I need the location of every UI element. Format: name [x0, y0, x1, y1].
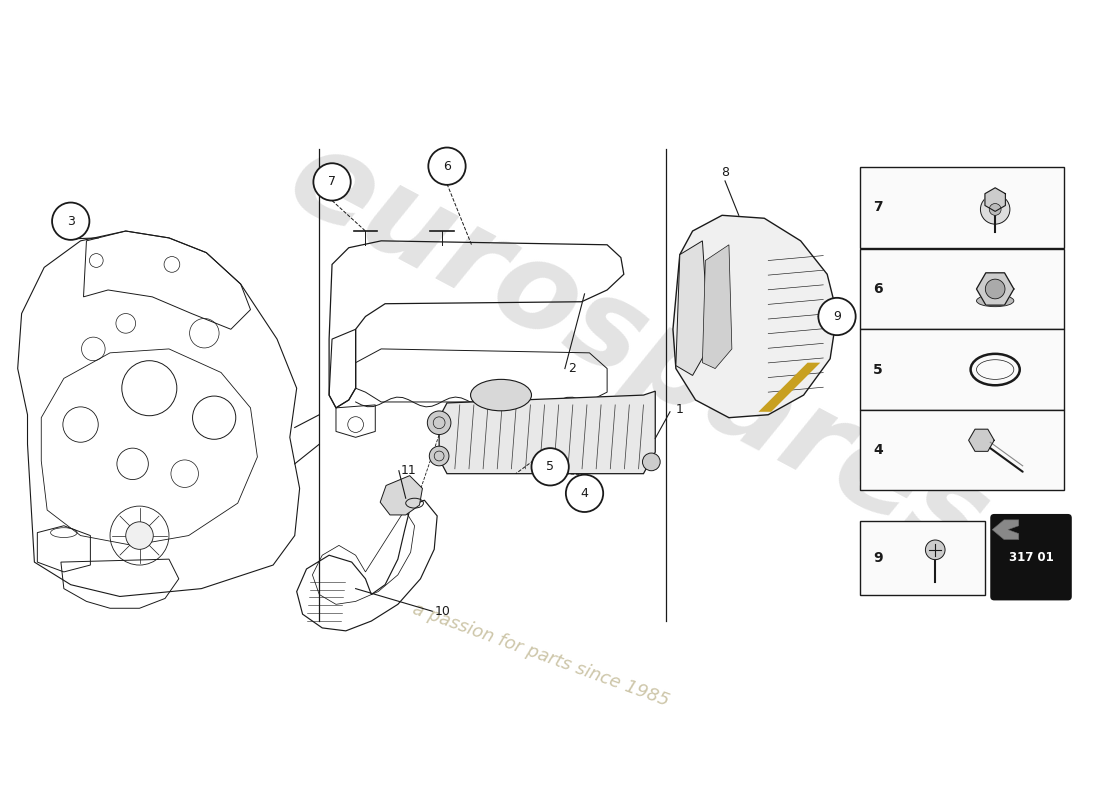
- Bar: [859, 167, 1064, 248]
- Polygon shape: [758, 362, 821, 412]
- Polygon shape: [675, 241, 710, 375]
- Polygon shape: [439, 391, 656, 474]
- Bar: [859, 330, 1064, 410]
- Circle shape: [818, 298, 856, 335]
- Circle shape: [427, 411, 451, 434]
- Circle shape: [642, 453, 660, 470]
- Circle shape: [986, 279, 1005, 299]
- Text: a passion for parts since 1985: a passion for parts since 1985: [409, 601, 671, 710]
- Circle shape: [52, 202, 89, 240]
- FancyBboxPatch shape: [990, 514, 1071, 601]
- Text: 9: 9: [833, 310, 840, 323]
- Circle shape: [531, 448, 569, 486]
- Polygon shape: [969, 430, 994, 451]
- Text: 7: 7: [873, 201, 883, 214]
- Text: 1: 1: [675, 403, 684, 416]
- Ellipse shape: [977, 295, 1014, 306]
- Circle shape: [429, 446, 449, 466]
- Text: 6: 6: [873, 282, 883, 296]
- Text: 4: 4: [581, 487, 589, 500]
- Polygon shape: [673, 215, 837, 418]
- Text: 317 01: 317 01: [1009, 550, 1054, 564]
- Bar: [859, 410, 1064, 490]
- Bar: [859, 249, 1064, 330]
- Bar: [859, 521, 986, 594]
- Circle shape: [925, 540, 945, 560]
- Text: 2: 2: [568, 362, 575, 375]
- Circle shape: [989, 203, 1001, 215]
- Circle shape: [565, 474, 603, 512]
- Circle shape: [314, 163, 351, 201]
- Text: 5: 5: [873, 362, 883, 377]
- Polygon shape: [381, 476, 422, 515]
- Text: 10: 10: [434, 605, 450, 618]
- Text: eurospares: eurospares: [270, 118, 1008, 584]
- Text: 7: 7: [328, 175, 337, 189]
- Polygon shape: [984, 188, 1005, 211]
- Circle shape: [125, 522, 153, 550]
- Circle shape: [980, 194, 1010, 224]
- Text: 3: 3: [67, 214, 75, 228]
- Ellipse shape: [471, 379, 531, 411]
- Text: 6: 6: [443, 160, 451, 173]
- Text: 5: 5: [546, 460, 554, 474]
- Text: 11: 11: [400, 464, 417, 478]
- Text: 9: 9: [873, 550, 883, 565]
- Polygon shape: [703, 245, 732, 369]
- Text: 4: 4: [873, 443, 883, 457]
- Polygon shape: [977, 273, 1014, 305]
- Circle shape: [428, 147, 465, 185]
- Polygon shape: [992, 520, 1019, 539]
- Text: 8: 8: [720, 166, 729, 179]
